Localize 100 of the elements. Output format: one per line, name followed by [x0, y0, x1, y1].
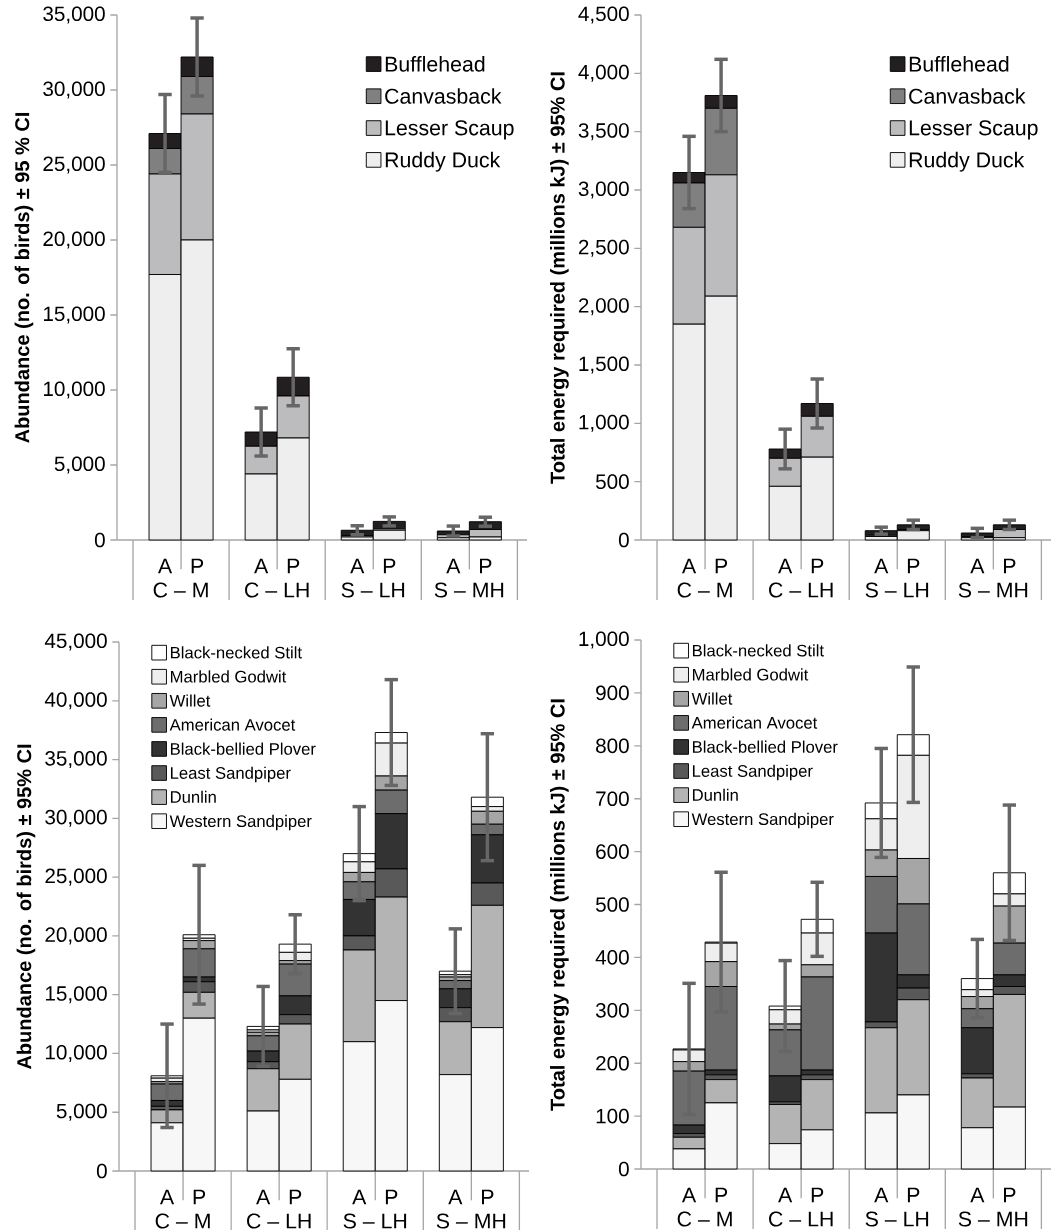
text: S – MH	[436, 1213, 506, 1229]
x-tick-label: A	[159, 1189, 175, 1205]
y-tick-label: 2,500	[578, 239, 629, 257]
text: C – LH	[769, 1211, 833, 1227]
legend-label: Black-bellied Plover	[170, 742, 316, 755]
x-tick-label: P	[811, 558, 824, 574]
text: S – LH	[343, 1213, 407, 1229]
x-tick-label: P	[715, 1187, 728, 1203]
y-tick-label: 45,000	[44, 633, 107, 651]
x-tick-label: A	[874, 1187, 889, 1203]
legend-label: Bufflehead	[909, 56, 1009, 72]
y-tick-label: 900	[596, 685, 629, 701]
legend-label: Western Sandpiper	[691, 812, 834, 829]
legend-label: Ruddy Duck	[909, 151, 1025, 172]
x-tick-label: P	[289, 1189, 302, 1205]
y-tick-label: 15,000	[43, 306, 105, 324]
y-tick-label: 800	[596, 738, 629, 754]
y-tick-label: 400	[595, 950, 629, 965]
y-tick-label: 10,000	[43, 381, 105, 399]
y-tick-label: 1,500	[579, 356, 629, 374]
y-tick-label: 1,000	[579, 631, 629, 649]
legend-label: Lesser Scaup	[385, 120, 514, 140]
x-tick-label: A	[446, 558, 461, 574]
y-tick-label: 40,000	[44, 692, 107, 710]
text: S – LH	[865, 1211, 929, 1227]
text: C – M	[677, 582, 732, 598]
legend-label: American Avocet	[169, 718, 296, 731]
legend-label: Least Sandpiper	[692, 764, 813, 781]
legend-label: American Avocet	[691, 716, 818, 729]
y-tick-label: 600	[596, 844, 629, 859]
y-tick-label: 5,000	[54, 456, 105, 474]
legend-label: Marbled Godwit	[170, 670, 287, 683]
x-tick-label: A	[256, 1189, 271, 1205]
x-tick-label: A	[157, 558, 173, 574]
legend-label: Least Sandpiper	[170, 766, 291, 783]
x-tick-label: P	[383, 558, 396, 574]
legend-label: Bufflehead	[385, 56, 485, 72]
text: C – LH	[247, 1213, 311, 1229]
y-tick-label: 3,500	[578, 123, 629, 141]
x-tick-label: P	[287, 558, 300, 574]
y-tick-label: 35,000	[43, 6, 105, 24]
x-tick-label: A	[254, 558, 269, 574]
y-axis-title: Total energy required (millions kJ) ± 95% CI	[550, 72, 569, 484]
y-tick-label: 4,000	[578, 64, 629, 82]
y-tick-label: 500	[595, 897, 629, 912]
legend-label: Canvasback	[909, 88, 1026, 104]
y-tick-label: 200	[596, 1055, 629, 1071]
y-tick-label: 700	[596, 791, 629, 807]
y-axis-title: Total energy required (millions kJ) ± 95% CI	[550, 699, 569, 1111]
text: S – MH	[958, 1211, 1028, 1227]
text: C – M	[153, 582, 208, 598]
y-tick-label: 30,000	[45, 809, 107, 827]
legend-label: Lesser Scaup	[909, 120, 1038, 140]
legend-label: Black-bellied Plover	[692, 740, 838, 753]
y-tick-label: 20,000	[45, 927, 107, 945]
legend-label: Willet	[169, 694, 211, 707]
x-tick-label: A	[874, 558, 889, 574]
legend-label: Ruddy Duck	[385, 151, 501, 172]
x-tick-label: P	[715, 558, 728, 574]
y-tick-label: 0	[618, 1161, 629, 1177]
y-tick-label: 5,000	[56, 1103, 107, 1121]
text: C – LH	[245, 582, 309, 598]
x-tick-label: P	[1004, 558, 1016, 574]
y-tick-label: 25,000	[45, 868, 107, 886]
x-tick-label: A	[970, 558, 985, 574]
y-tick-label: 0	[96, 1163, 107, 1179]
y-tick-label: 20,000	[43, 231, 105, 249]
legend-label: Marbled Godwit	[692, 668, 809, 681]
y-tick-label: 500	[595, 474, 629, 489]
y-tick-label: 1,000	[579, 414, 629, 432]
legend-label: Black-necked Stilt	[170, 646, 302, 659]
x-tick-label: A	[778, 1187, 793, 1203]
x-tick-label: P	[907, 1187, 920, 1203]
x-tick-label: P	[907, 558, 920, 574]
text: C – M	[155, 1213, 210, 1229]
x-tick-label: P	[1004, 1187, 1016, 1203]
y-axis-title: Abundance (no. of birds) ± 95 % CI	[14, 112, 34, 443]
x-tick-label: P	[482, 1189, 494, 1205]
x-tick-label: A	[350, 558, 365, 574]
y-tick-label: 3,000	[578, 181, 629, 199]
legend-label: Dunlin	[170, 790, 216, 803]
text: S – LH	[865, 582, 929, 598]
legend-label: Dunlin	[692, 788, 738, 801]
x-tick-label: A	[448, 1189, 463, 1205]
y-axis-title: Abundance (no. of birds) ± 95% CI	[16, 744, 36, 1070]
y-tick-label: 2,000	[578, 298, 629, 316]
x-tick-label: A	[681, 558, 697, 574]
y-tick-label: 100	[596, 1108, 629, 1124]
legend-label: Western Sandpiper	[169, 814, 312, 831]
x-tick-label: A	[778, 558, 793, 574]
y-tick-label: 35,000	[45, 751, 107, 769]
y-tick-label: 10,000	[45, 1044, 107, 1062]
text: C – M	[677, 1211, 732, 1227]
y-tick-label: 30,000	[43, 81, 105, 99]
y-tick-label: 25,000	[43, 156, 105, 174]
text: S – MH	[958, 582, 1028, 598]
x-tick-label: A	[352, 1189, 367, 1205]
x-tick-label: A	[681, 1187, 697, 1203]
x-tick-label: P	[193, 1189, 206, 1205]
text: S – MH	[434, 582, 504, 598]
